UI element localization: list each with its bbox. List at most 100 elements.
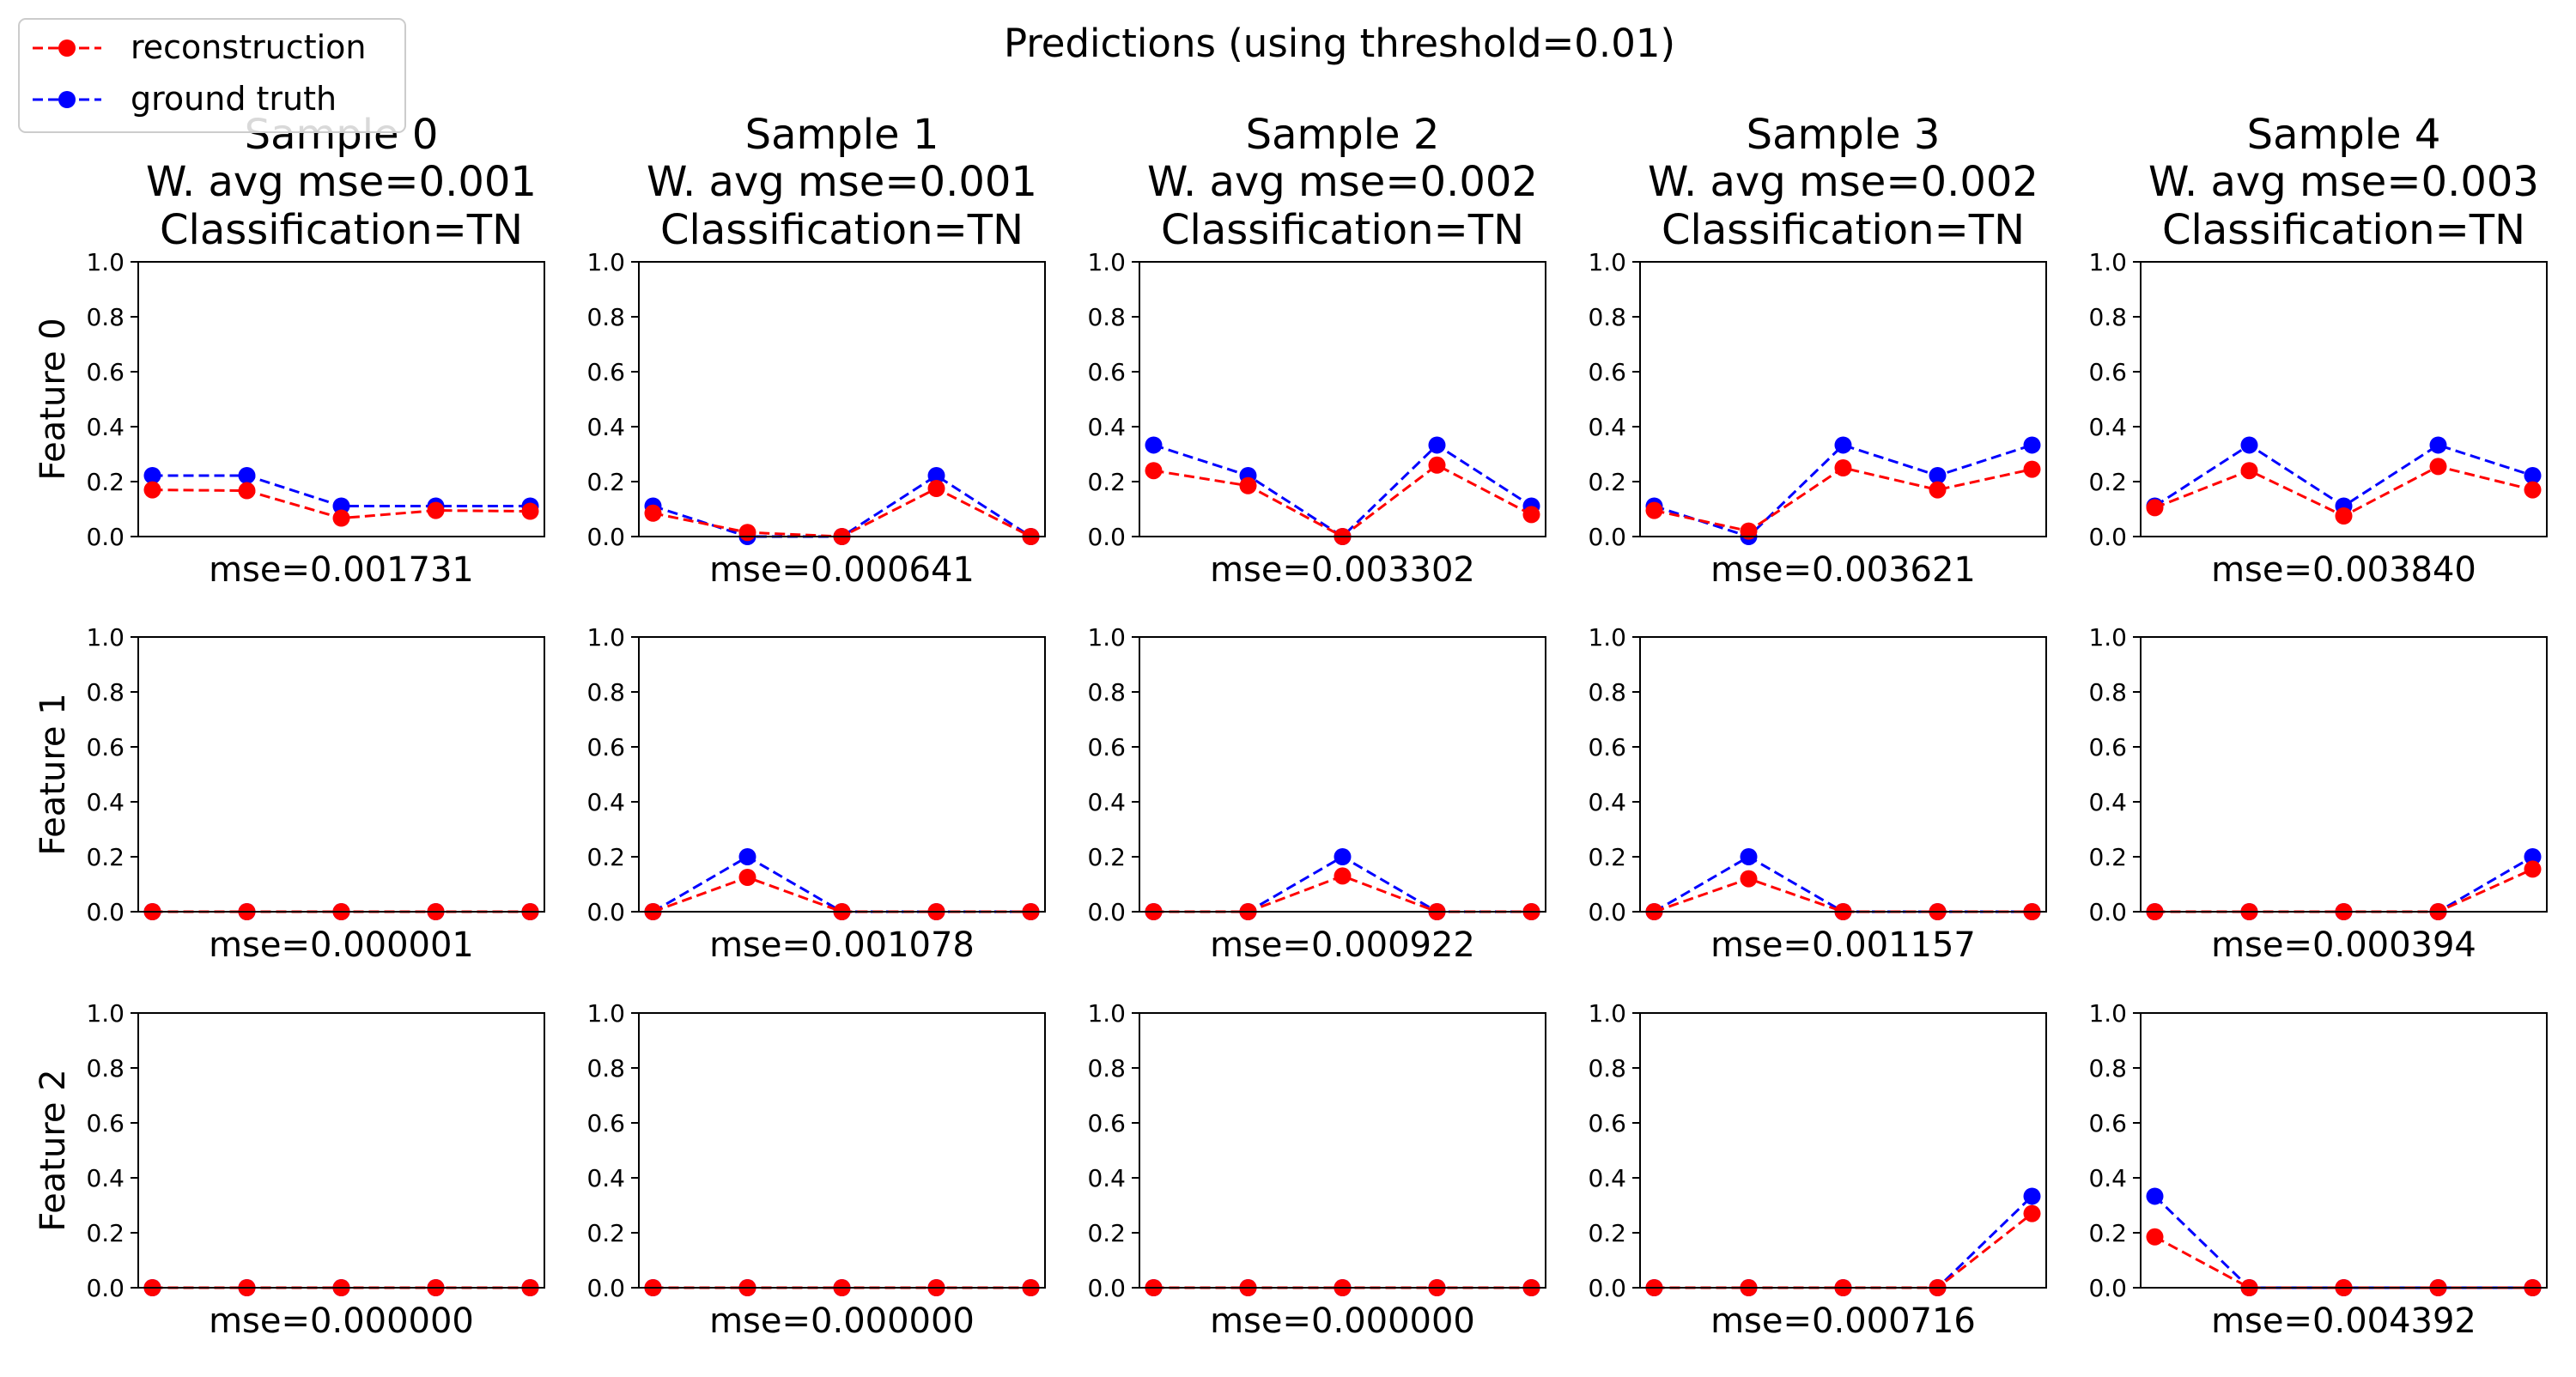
reconstruction-point xyxy=(2429,458,2447,476)
ground-truth-line xyxy=(2154,443,2533,508)
y-tick-label: 0.6 xyxy=(86,358,125,386)
y-tick-label: 1.0 xyxy=(2088,248,2127,276)
column-classification: Classification=TN xyxy=(1662,206,2025,254)
ground-truth-point xyxy=(1334,848,1352,865)
column-classification: Classification=TN xyxy=(660,206,1024,254)
axes-frame xyxy=(2140,636,2548,913)
legend-label-reconstruction: reconstruction xyxy=(131,28,366,66)
y-tick-label: 1.0 xyxy=(86,623,125,652)
ground-truth-line xyxy=(2154,1195,2533,1289)
y-tick-label: 1.0 xyxy=(586,623,625,652)
y-tick-label: 1.0 xyxy=(586,248,625,276)
ground-truth-point xyxy=(2146,1187,2164,1205)
subplot: 0.0 0.2 0.4 0.6 0.8 1.0 mse=0.003621 xyxy=(1588,248,2047,590)
ground-truth-point xyxy=(2023,1187,2041,1205)
y-tick-label: 0.4 xyxy=(86,413,125,441)
axes-frame xyxy=(638,636,1046,913)
y-tick-label: 0.4 xyxy=(586,413,625,441)
axes-frame xyxy=(137,636,545,913)
y-tick-label: 0.0 xyxy=(2088,523,2127,551)
y-tick-label: 0.0 xyxy=(1087,1274,1126,1302)
panel-mse-label: mse=0.000000 xyxy=(709,1301,975,1341)
reconstruction-point xyxy=(1834,459,1852,476)
subplot: 0.0 0.2 0.4 0.6 0.8 1.0 mse=0.003302 xyxy=(1087,248,1546,590)
y-tick-label: 0.2 xyxy=(1087,1219,1126,1247)
reconstruction-point xyxy=(1428,456,1446,474)
axes-frame xyxy=(137,1012,545,1289)
subplot: 0.0 0.2 0.4 0.6 0.8 1.0 mse=0.001731 xyxy=(86,248,545,590)
axes-frame xyxy=(137,261,545,537)
column-title: Sample 4 xyxy=(2247,111,2441,159)
subplot: 0.0 0.2 0.4 0.6 0.8 1.0 mse=0.001078 xyxy=(586,623,1046,965)
y-tick-label: 0.2 xyxy=(1588,843,1626,871)
y-tick-label: 0.8 xyxy=(2088,1054,2127,1083)
panel-mse-label: mse=0.000922 xyxy=(1210,925,1475,965)
y-tick-label: 0.6 xyxy=(586,1109,625,1137)
reconstruction-point xyxy=(2023,460,2041,478)
reconstruction-line xyxy=(1654,1212,2033,1289)
y-tick-label: 0.4 xyxy=(586,1164,625,1192)
y-tick-label: 0.4 xyxy=(1588,413,1626,441)
legend-label-ground-truth: ground truth xyxy=(131,80,337,118)
column-title: Sample 3 xyxy=(1747,111,1941,159)
reconstruction-point xyxy=(1645,501,1663,519)
y-tick-label: 0.6 xyxy=(86,1109,125,1137)
row-label: Feature 1 xyxy=(33,693,73,855)
y-tick-label: 0.8 xyxy=(1588,303,1626,331)
axes-frame xyxy=(1639,1012,2047,1289)
y-tick-label: 0.2 xyxy=(86,1219,125,1247)
subplot: 0.0 0.2 0.4 0.6 0.8 1.0 mse=0.000000 xyxy=(1087,999,1546,1341)
reconstruction-point xyxy=(2240,462,2258,480)
column-subtitle: W. avg mse=0.003 xyxy=(2148,158,2539,206)
y-tick-label: 0.8 xyxy=(86,1054,125,1083)
reconstruction-point xyxy=(143,481,161,499)
axes-frame xyxy=(1139,636,1546,913)
y-tick-label: 1.0 xyxy=(1087,248,1126,276)
ground-truth-point xyxy=(143,466,161,484)
y-tick-label: 0.2 xyxy=(586,843,625,871)
y-tick-label: 0.8 xyxy=(2088,303,2127,331)
y-tick-label: 1.0 xyxy=(86,999,125,1028)
y-tick-label: 0.2 xyxy=(2088,1219,2127,1247)
y-tick-label: 0.0 xyxy=(586,1274,625,1302)
ground-truth-line xyxy=(1654,443,2032,538)
ground-truth-point xyxy=(2023,436,2041,454)
y-tick-label: 0.6 xyxy=(586,733,625,761)
ground-truth-point xyxy=(1929,466,1947,484)
y-tick-label: 0.8 xyxy=(1087,678,1126,707)
reconstruction-point xyxy=(1145,462,1163,480)
reconstruction-point xyxy=(1929,481,1947,499)
y-tick-label: 0.0 xyxy=(586,898,625,926)
y-tick-label: 0.0 xyxy=(86,1274,125,1302)
row-label: Feature 2 xyxy=(33,1069,73,1231)
ground-truth-point xyxy=(738,848,756,865)
column-subtitle: W. avg mse=0.002 xyxy=(1147,158,1538,206)
subplot: 0.0 0.2 0.4 0.6 0.8 1.0 mse=0.000000 xyxy=(86,999,545,1341)
reconstruction-point xyxy=(927,480,945,497)
panel-mse-label: mse=0.004392 xyxy=(2211,1301,2476,1341)
reconstruction-line xyxy=(1153,464,1533,538)
y-tick-label: 0.4 xyxy=(1588,1164,1626,1192)
reconstruction-point xyxy=(2146,499,2164,517)
subplot: 0.0 0.2 0.4 0.6 0.8 1.0 mse=0.000394 xyxy=(2088,623,2548,965)
subplot: 0.0 0.2 0.4 0.6 0.8 1.0 mse=0.000001 xyxy=(86,623,545,965)
y-tick-label: 0.4 xyxy=(2088,788,2127,816)
reconstruction-point xyxy=(2524,481,2542,499)
reconstruction-point xyxy=(1334,867,1352,885)
axes-frame xyxy=(2140,1012,2548,1289)
y-tick-label: 0.8 xyxy=(1087,1054,1126,1083)
reconstruction-line xyxy=(1654,466,2032,533)
subplot: 0.0 0.2 0.4 0.6 0.8 1.0 mse=0.001157 xyxy=(1588,623,2047,965)
y-tick-label: 0.8 xyxy=(1588,1054,1626,1083)
y-tick-label: 0.4 xyxy=(586,788,625,816)
y-tick-label: 0.6 xyxy=(1087,358,1126,386)
y-tick-label: 0.6 xyxy=(2088,1109,2127,1137)
ground-truth-point xyxy=(2524,466,2542,484)
reconstruction-point xyxy=(238,482,256,500)
y-tick-label: 0.0 xyxy=(1588,898,1626,926)
row-label: Feature 0 xyxy=(33,318,73,480)
ground-truth-point xyxy=(927,466,945,484)
y-tick-label: 1.0 xyxy=(1087,623,1126,652)
y-tick-label: 1.0 xyxy=(86,248,125,276)
